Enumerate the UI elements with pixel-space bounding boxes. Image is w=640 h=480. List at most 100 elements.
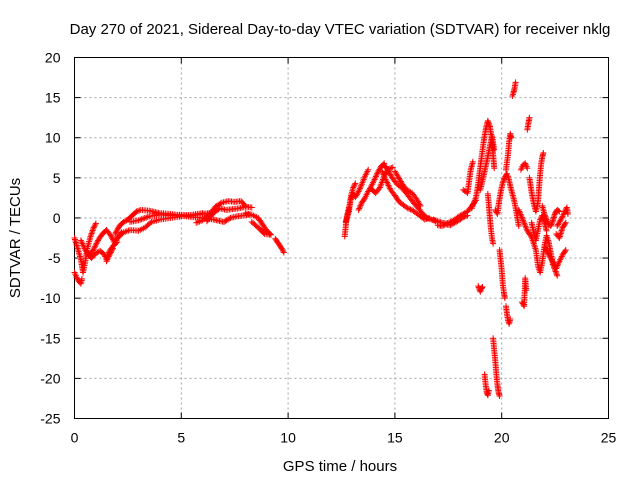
data-point-marker xyxy=(564,210,571,217)
data-point-marker xyxy=(542,245,549,252)
data-point-marker xyxy=(542,213,549,220)
data-point-marker xyxy=(133,208,140,215)
y-axis-label: SDTVAR / TECUs xyxy=(7,178,24,298)
data-point-marker xyxy=(91,244,98,251)
data-point-marker xyxy=(463,213,470,220)
data-point-marker xyxy=(478,284,485,291)
data-point-marker xyxy=(90,246,97,253)
data-point-marker xyxy=(92,241,99,248)
data-point-marker xyxy=(91,223,98,230)
data-point-marker xyxy=(431,217,438,224)
data-point-marker xyxy=(109,245,116,252)
data-point-marker xyxy=(515,206,522,213)
data-point-marker xyxy=(486,122,493,129)
data-point-marker xyxy=(372,174,379,181)
data-point-marker xyxy=(485,387,492,394)
data-point-marker xyxy=(92,243,99,250)
data-point-marker xyxy=(404,205,411,212)
data-point-marker xyxy=(540,149,547,156)
data-point-marker xyxy=(356,185,363,192)
data-point-marker xyxy=(479,283,486,290)
data-point-marker xyxy=(384,179,391,186)
data-point-marker xyxy=(372,173,379,180)
data-point-marker xyxy=(365,166,372,173)
y-tick-label: -15 xyxy=(40,330,60,346)
data-point-marker xyxy=(501,295,508,302)
data-point-marker xyxy=(519,215,526,222)
data-point-marker xyxy=(78,275,85,282)
data-point-marker xyxy=(73,274,80,281)
data-point-marker xyxy=(475,283,482,290)
data-point-marker xyxy=(469,158,476,165)
y-tick-label: 15 xyxy=(45,90,61,106)
data-point-marker xyxy=(248,204,255,211)
data-point-marker xyxy=(553,264,560,271)
data-point-marker xyxy=(112,230,119,237)
data-point-marker xyxy=(89,228,96,235)
data-point-marker xyxy=(542,244,549,251)
data-point-marker xyxy=(93,240,100,247)
data-point-marker xyxy=(355,188,362,195)
data-point-marker xyxy=(354,189,361,196)
x-tick-label: 20 xyxy=(494,430,510,446)
data-point-marker xyxy=(114,226,121,233)
data-point-marker xyxy=(217,200,224,207)
data-point-marker xyxy=(90,226,97,233)
data-point-marker xyxy=(374,170,381,177)
data-point-marker xyxy=(485,120,492,127)
data-point-marker xyxy=(557,217,564,224)
data-point-marker xyxy=(357,184,364,191)
data-point-marker xyxy=(406,205,413,212)
data-point-marker xyxy=(516,208,523,215)
data-point-marker xyxy=(226,215,233,222)
data-point-marker xyxy=(558,214,565,221)
data-point-marker xyxy=(107,232,114,239)
data-point-marker xyxy=(389,164,396,171)
data-point-marker xyxy=(549,218,556,225)
y-tick-label: -5 xyxy=(48,250,61,266)
data-point-marker xyxy=(134,207,141,214)
data-point-marker xyxy=(280,249,287,256)
data-point-marker xyxy=(547,222,554,229)
data-point-marker xyxy=(352,180,359,187)
data-point-marker xyxy=(106,252,113,259)
data-point-marker xyxy=(426,216,433,223)
data-point-marker xyxy=(555,207,562,214)
x-axis-label: GPS time / hours xyxy=(283,458,397,475)
data-point-marker xyxy=(416,201,423,208)
data-point-marker xyxy=(464,212,471,219)
data-point-marker xyxy=(512,79,519,86)
data-point-marker xyxy=(357,202,364,209)
x-tick-label: 25 xyxy=(601,430,617,446)
data-point-marker xyxy=(92,220,99,227)
data-point-marker xyxy=(520,218,527,225)
data-point-marker xyxy=(438,222,445,229)
y-tick-label: -25 xyxy=(40,411,60,427)
data-point-marker xyxy=(520,217,527,224)
y-tick-label: -10 xyxy=(40,290,60,306)
data-point-marker xyxy=(113,228,120,235)
data-point-marker xyxy=(417,202,424,209)
data-point-marker xyxy=(113,240,120,247)
data-point-marker xyxy=(425,215,432,222)
data-point-marker xyxy=(499,179,506,186)
data-point-marker xyxy=(543,247,550,254)
data-point-marker xyxy=(553,271,560,278)
y-tick-label: 20 xyxy=(45,50,61,66)
data-point-marker xyxy=(500,178,507,185)
data-point-marker xyxy=(107,250,114,257)
data-point-marker xyxy=(515,222,522,229)
data-point-marker xyxy=(491,165,498,172)
y-tick-label: 10 xyxy=(45,130,61,146)
data-point-marker xyxy=(485,119,492,126)
data-point-marker xyxy=(358,201,365,208)
data-point-marker xyxy=(522,223,529,230)
data-point-marker xyxy=(523,224,530,231)
data-point-marker xyxy=(517,209,524,216)
y-tick-label: 0 xyxy=(53,210,61,226)
data-point-marker xyxy=(554,272,561,279)
data-point-marker xyxy=(88,230,95,237)
data-point-marker xyxy=(541,243,548,250)
data-point-marker xyxy=(544,248,551,255)
data-point-marker xyxy=(105,253,112,260)
